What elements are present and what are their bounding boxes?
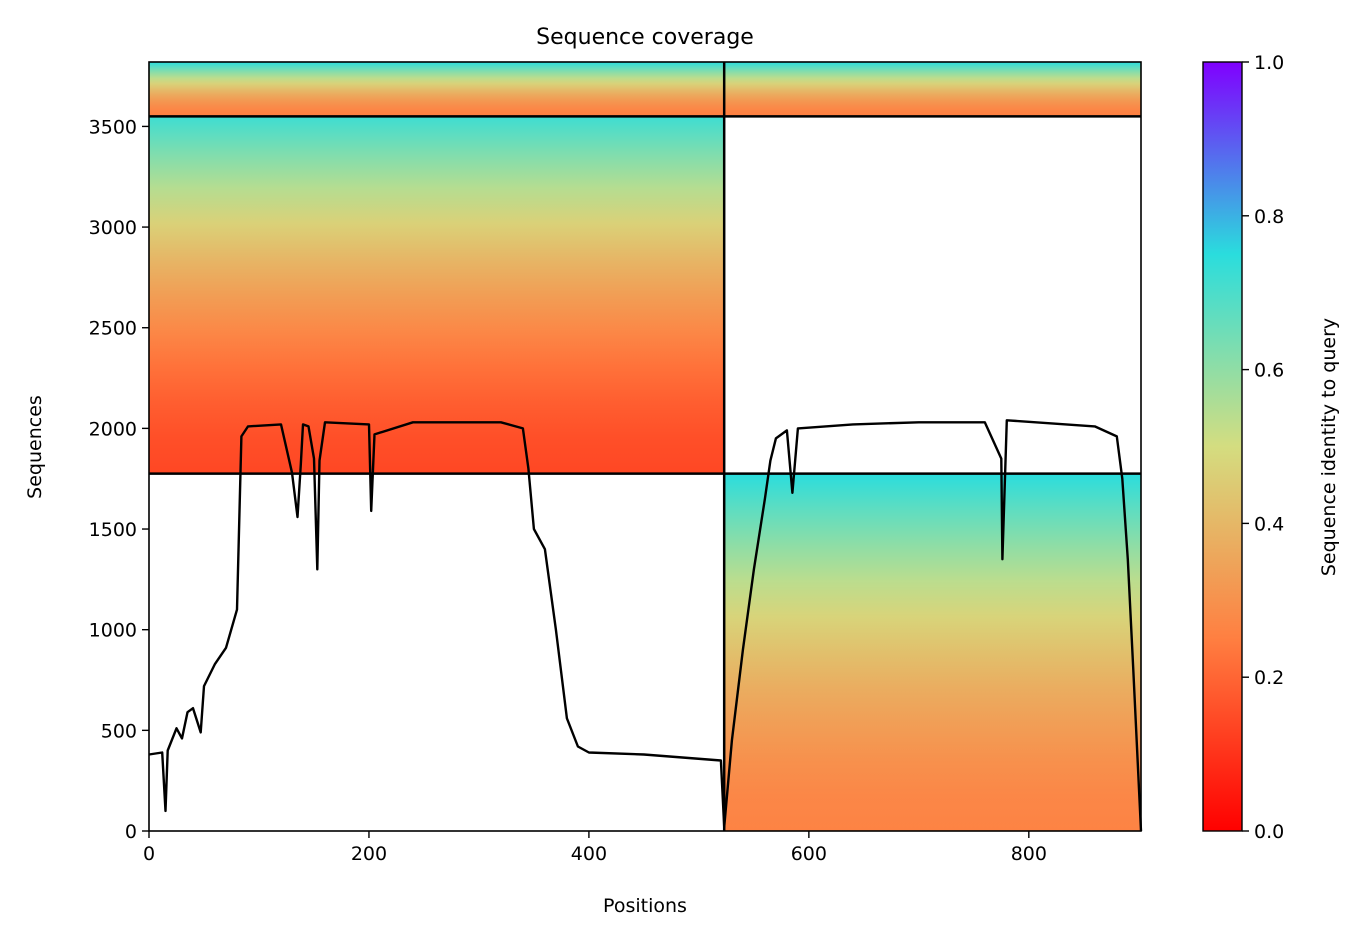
heatmap-block xyxy=(724,62,1141,117)
x-tick-label: 600 xyxy=(791,843,827,865)
x-tick-label: 0 xyxy=(143,843,155,865)
colorbar-tick-label: 0.6 xyxy=(1254,360,1284,382)
colorbar-tick-label: 1.0 xyxy=(1254,52,1284,74)
y-tick-label: 3000 xyxy=(89,217,137,239)
y-tick-label: 3500 xyxy=(89,116,137,138)
coverage-line xyxy=(148,419,1143,832)
chart-title: Sequence coverage xyxy=(536,25,754,50)
x-axis-label: Positions xyxy=(603,895,687,917)
y-tick-label: 2500 xyxy=(89,318,137,340)
colorbar-tick-label: 0.2 xyxy=(1254,667,1284,689)
y-tick-label: 2000 xyxy=(89,418,137,440)
heatmap-block xyxy=(149,116,725,474)
colorbar-gradient xyxy=(1202,61,1243,832)
y-tick-label: 1500 xyxy=(89,519,137,541)
colorbar: 0.0 0.2 0.4 0.6 0.8 1.0 xyxy=(1202,52,1284,843)
y-tick-label: 500 xyxy=(101,720,137,742)
plot-area: 0 200 400 600 800 0 500 1000 1500 2000 2500 3000 350… xyxy=(89,61,1143,865)
y-tick-label: 1000 xyxy=(89,620,137,642)
x-tick-label: 200 xyxy=(351,843,387,865)
colorbar-tick-label: 0.8 xyxy=(1254,206,1284,228)
y-axis-label: Sequences xyxy=(24,395,46,499)
colorbar-tick-label: 0.0 xyxy=(1254,821,1284,843)
x-tick-label: 400 xyxy=(571,843,607,865)
heatmap-block xyxy=(149,62,725,117)
heatmap-block xyxy=(724,473,1141,831)
x-tick-label: 800 xyxy=(1011,843,1047,865)
colorbar-tick-label: 0.4 xyxy=(1254,513,1284,535)
y-tick-label: 0 xyxy=(125,821,137,843)
plot-frame xyxy=(148,61,1142,832)
colorbar-label: Sequence identity to query xyxy=(1318,318,1340,576)
